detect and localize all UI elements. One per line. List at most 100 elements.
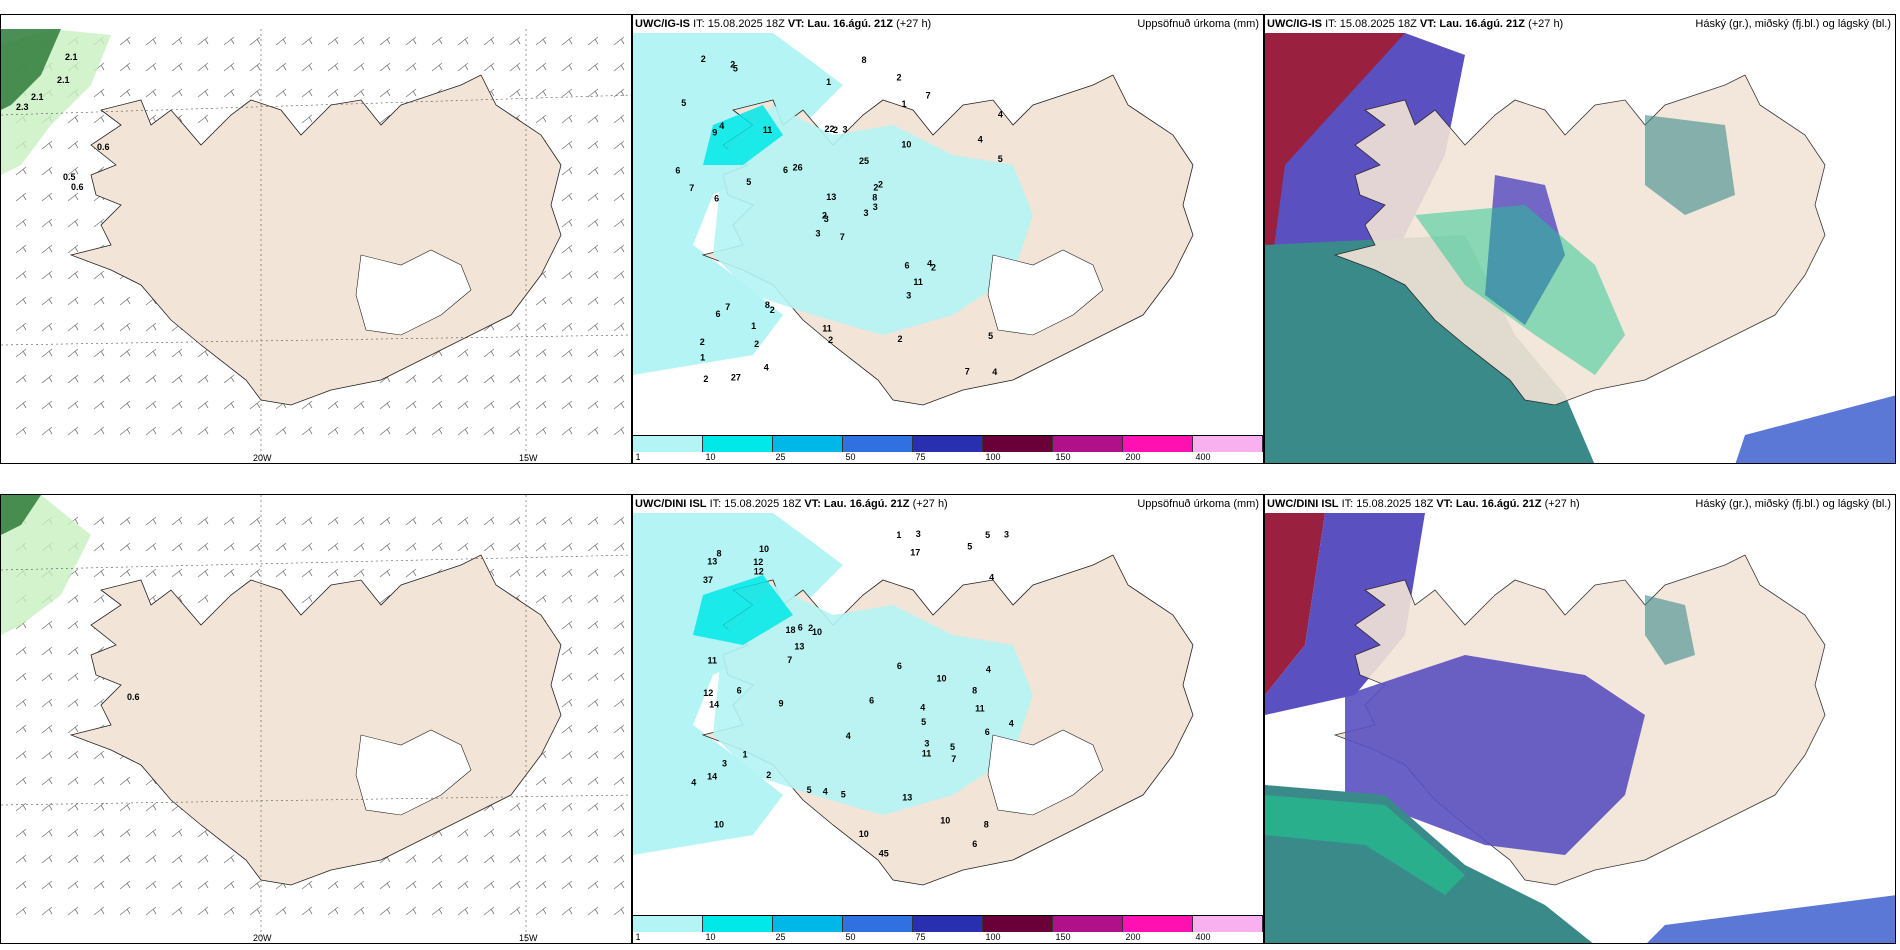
wind-barb (457, 854, 469, 864)
wind-barb (327, 62, 339, 72)
wind-barb (327, 906, 339, 916)
wind-barb (613, 828, 625, 838)
precip-value: 4 (989, 573, 994, 583)
wind-barb (561, 880, 573, 890)
wind-barb (15, 400, 27, 410)
wind-barb (145, 828, 157, 838)
wind-barb (301, 114, 313, 124)
wind-barb (223, 542, 235, 552)
wind-barb (119, 854, 131, 864)
precip-value: 3 (824, 214, 829, 224)
precip-value: 3 (722, 759, 727, 769)
wind-barb (93, 516, 105, 526)
wind-barb (561, 296, 573, 306)
wind-barb (535, 426, 547, 436)
it-label: IT: 15.08.2025 18Z (1325, 18, 1417, 30)
wind-barb (171, 828, 183, 838)
wind-barb (223, 62, 235, 72)
wind-barb (561, 906, 573, 916)
wind-barb (275, 88, 287, 98)
scale-label: 100 (985, 932, 1001, 942)
precip-value: 6 (737, 686, 742, 696)
wind-barb (41, 374, 53, 384)
lon-label: 15W (519, 933, 538, 943)
precip-value: 5 (967, 541, 972, 551)
wind-barb (613, 672, 625, 682)
scale-swatch (913, 436, 983, 452)
wind-barb (15, 374, 27, 384)
wind-barb (561, 88, 573, 98)
wind-barb (15, 218, 27, 228)
precip-value: 13 (902, 793, 912, 803)
wind-barb (15, 802, 27, 812)
panel-header: UWC/DINI ISL IT: 15.08.2025 18Z VT: Lau.… (635, 497, 1259, 513)
cloud-mid-se (1735, 395, 1895, 463)
wind-barb (405, 516, 417, 526)
precip-value: 2 (701, 54, 706, 64)
precip-value: 2 (898, 334, 903, 344)
precip-value: 7 (926, 91, 931, 101)
glacier (987, 729, 1104, 816)
scale-swatch (843, 916, 913, 932)
precip-land (713, 585, 1033, 815)
scale-swatch (1053, 916, 1123, 932)
wind-barb (41, 426, 53, 436)
wind-barb (587, 594, 599, 604)
wind-barb (613, 36, 625, 46)
wind-value: 2.3 (16, 102, 29, 112)
wind-barb (15, 854, 27, 864)
vt-label: VT: Lau. 16.ágú. 21Z (787, 18, 893, 30)
wind-barb (119, 36, 131, 46)
cloud-green-east (1645, 595, 1695, 665)
precip-value: 25 (859, 156, 869, 166)
wind-barb (67, 348, 79, 358)
it-label: IT: 15.08.2025 18Z (709, 498, 802, 510)
cloud-high-area (1265, 235, 1595, 463)
wind-barb (587, 802, 599, 812)
precip-value: 5 (921, 717, 926, 727)
wind-barb (93, 776, 105, 786)
wind-barb (613, 906, 625, 916)
wind-barb (41, 750, 53, 760)
wind-barb (301, 906, 313, 916)
wind-barb (171, 374, 183, 384)
wind-barb (41, 802, 53, 812)
precip-value: 13 (794, 642, 804, 652)
lead-time: (+27 h) (1528, 18, 1564, 30)
precip-value: 6 (716, 309, 721, 319)
precip-value: 2 (703, 374, 708, 384)
wind-barb (93, 296, 105, 306)
wind-barb (119, 880, 131, 890)
wind-barb (41, 400, 53, 410)
wind-barb (561, 724, 573, 734)
wind-barb (145, 348, 157, 358)
wind-barb (67, 854, 79, 864)
precip-value: 5 (988, 331, 993, 341)
wind-barb (405, 880, 417, 890)
wind-barb (327, 516, 339, 526)
precip-high (703, 105, 783, 165)
precip-value: 2 (766, 770, 771, 780)
panel-header: UWC/IG-IS IT: 15.08.2025 18Z VT: Lau. 16… (3, 15, 627, 18)
precip-value: 4 (846, 731, 851, 741)
wind-barb (171, 906, 183, 916)
precip-value: 6 (798, 622, 803, 632)
precip-value: 5 (746, 177, 751, 187)
wind-barb (509, 880, 521, 890)
wind-barb (93, 854, 105, 864)
wind-barb (301, 880, 313, 890)
wind-barb (119, 88, 131, 98)
wind-barb (587, 218, 599, 228)
precip-value: 6 (905, 261, 910, 271)
scale-label: 1 (635, 452, 641, 462)
wind-barb (145, 374, 157, 384)
model-name: UWC/DINI ISL (1267, 498, 1339, 510)
wind-barb (535, 62, 547, 72)
wind-barb (67, 192, 79, 202)
scale-label: 75 (915, 932, 926, 942)
wind-barb (275, 426, 287, 436)
wind-barb (119, 802, 131, 812)
cloud-map (1265, 33, 1895, 463)
wind-barb (613, 348, 625, 358)
wind-barb (93, 594, 105, 604)
